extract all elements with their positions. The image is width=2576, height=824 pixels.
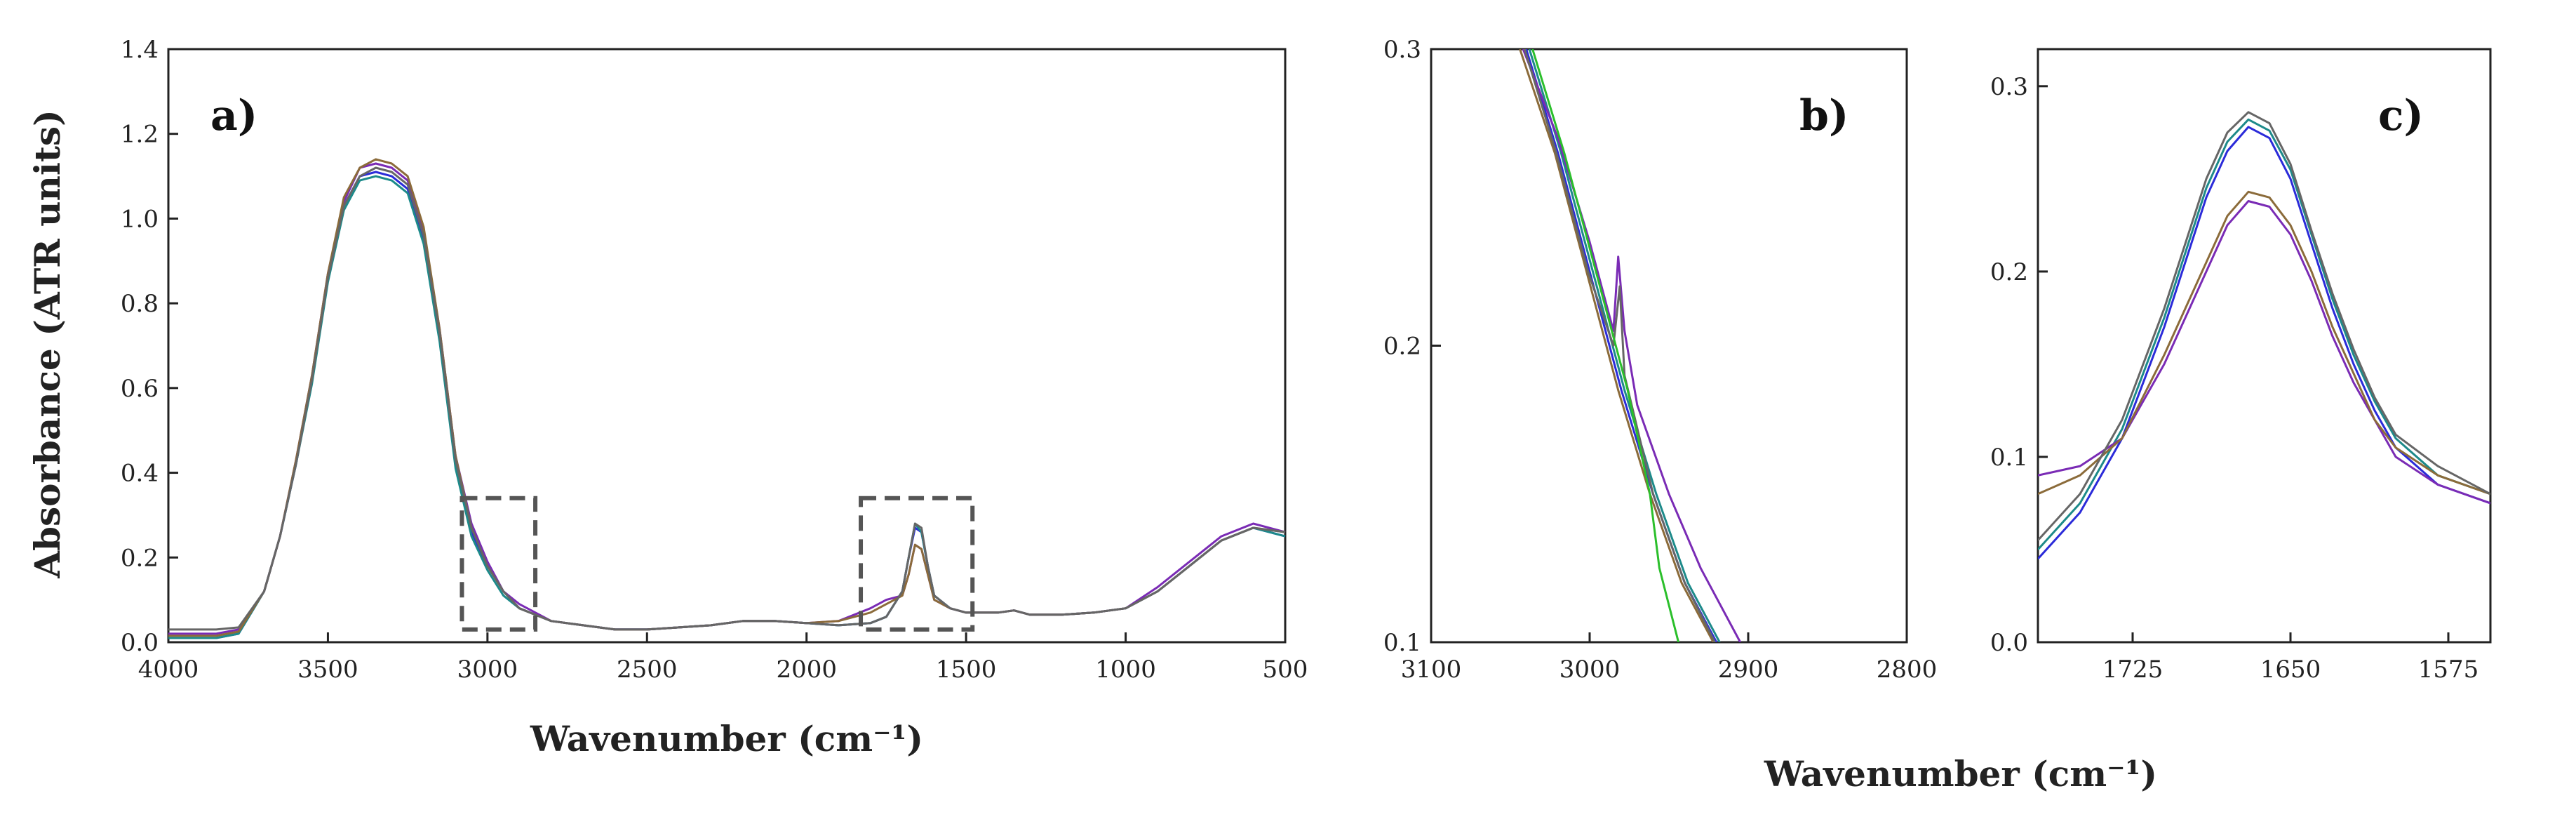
y-tick-label-a-3: 0.6 xyxy=(121,375,159,403)
y-tick-label-c-3: 0.3 xyxy=(1990,73,2028,101)
x-tick-label-b-2: 2900 xyxy=(1718,656,1779,684)
series-line-c-1 xyxy=(2038,126,2490,560)
series-line-b-2 xyxy=(1528,49,1721,642)
x-tick-label-a-0: 4000 xyxy=(138,656,199,684)
y-tick-label-c-1: 0.1 xyxy=(1990,444,2028,472)
x-tick-label-b-3: 2800 xyxy=(1877,656,1938,684)
x-tick-label-a-2: 3000 xyxy=(457,656,518,684)
x-tick-label-a-1: 3500 xyxy=(297,656,358,684)
axis-ticks-a: 4000 3500 3000 2500 2000 1500 1000 500 0.0 0.2 0.4… xyxy=(121,36,1308,684)
panel-b: 3100 3000 2900 2800 0.1 0.2 0.3 b) xyxy=(1383,36,1937,684)
x-tick-label-a-5: 1500 xyxy=(936,656,997,684)
axis-ticks-b: 3100 3000 2900 2800 0.1 0.2 0.3 xyxy=(1383,36,1937,684)
series-line-b-6 xyxy=(1531,49,1680,642)
x-tick-label-a-3: 2500 xyxy=(617,656,678,684)
y-tick-label-c-2: 0.2 xyxy=(1990,258,2028,286)
y-tick-label-b-1: 0.2 xyxy=(1383,333,1421,361)
series-group-a xyxy=(168,158,1286,639)
y-tick-label-a-4: 0.8 xyxy=(121,290,159,318)
series-line-c-3 xyxy=(2038,200,2490,505)
series-group-b xyxy=(1519,49,1742,642)
x-axis-title-a: Wavenumber (cm⁻¹) xyxy=(530,718,923,759)
panel-a: 4000 3500 3000 2500 2000 1500 1000 500 0.0 0.2 0.4… xyxy=(27,36,1308,759)
y-axis-title-a: Absorbance (ATR units) xyxy=(27,109,68,578)
x-tick-label-a-7: 500 xyxy=(1263,656,1308,684)
series-line-c-2 xyxy=(2038,118,2490,551)
y-tick-label-b-2: 0.3 xyxy=(1383,36,1421,64)
y-tick-label-a-6: 1.2 xyxy=(121,121,159,149)
series-line-c-5 xyxy=(2038,111,2490,541)
series-line-b-1 xyxy=(1525,49,1718,642)
zoom-boxes-a xyxy=(459,496,975,632)
y-tick-label-a-1: 0.2 xyxy=(121,544,159,572)
y-tick-label-a-5: 1.0 xyxy=(121,205,159,233)
x-tick-label-b-0: 3100 xyxy=(1401,656,1462,684)
x-tick-label-c-2: 1575 xyxy=(2418,656,2479,684)
x-axis-title-bc: Wavenumber (cm⁻¹) xyxy=(1764,753,2157,795)
series-line-b-4 xyxy=(1519,49,1715,642)
x-tick-label-c-1: 1650 xyxy=(2260,656,2321,684)
series-group-c xyxy=(2038,111,2490,560)
y-tick-label-c-0: 0.0 xyxy=(1990,629,2028,657)
panel-label-a: a) xyxy=(210,91,257,140)
y-tick-label-a-2: 0.4 xyxy=(121,460,159,488)
plot-frame-a xyxy=(167,48,1287,644)
plot-frame-c xyxy=(2037,48,2492,644)
series-line-a-4 xyxy=(168,158,1286,637)
y-tick-label-b-0: 0.1 xyxy=(1383,629,1421,657)
x-tick-label-a-6: 1000 xyxy=(1095,656,1156,684)
series-line-c-4 xyxy=(2038,190,2490,496)
panel-c: 1725 1650 1575 0.0 0.1 0.2 0.3 c) xyxy=(1990,48,2492,684)
panel-label-b: b) xyxy=(1799,91,1849,140)
panel-label-c: c) xyxy=(2378,91,2424,140)
y-tick-label-a-7: 1.4 xyxy=(121,36,159,64)
series-line-a-5 xyxy=(168,166,1286,631)
x-tick-label-a-4: 2000 xyxy=(776,656,837,684)
zoom-box-1 xyxy=(459,496,538,632)
zoom-box-2 xyxy=(859,496,975,632)
series-line-b-5 xyxy=(1523,49,1716,642)
y-tick-label-a-0: 0.0 xyxy=(121,629,159,657)
x-tick-label-c-0: 1725 xyxy=(2102,656,2164,684)
x-tick-label-b-1: 3000 xyxy=(1559,656,1621,684)
axis-ticks-c: 1725 1650 1575 0.0 0.1 0.2 0.3 xyxy=(1990,73,2478,684)
